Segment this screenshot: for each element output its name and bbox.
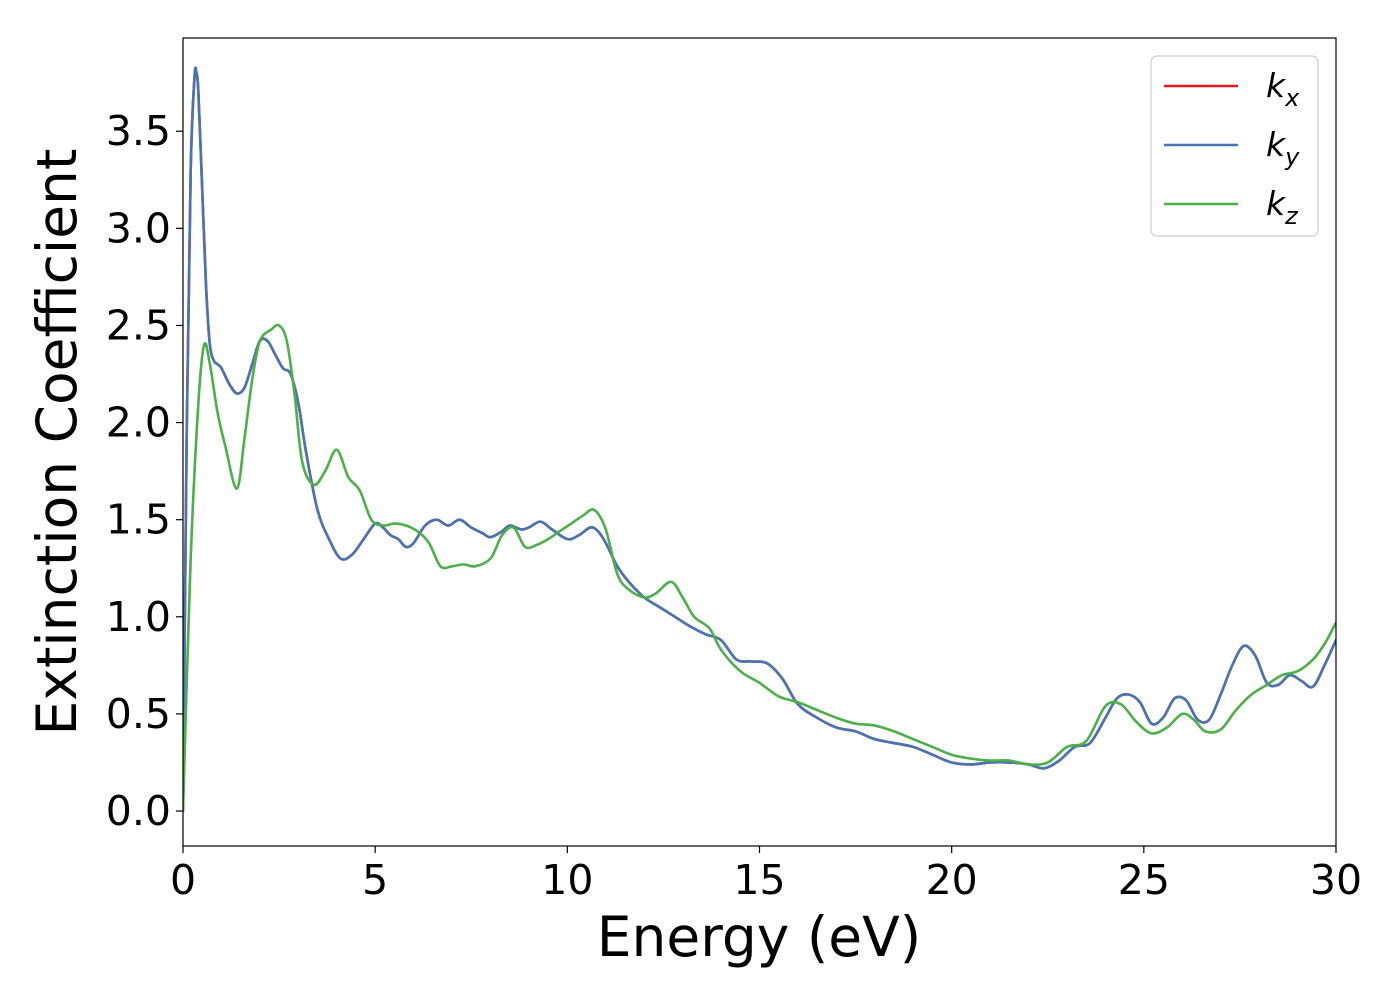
series-line-k-z — [183, 323, 1336, 813]
y-axis-title: Extinction Coefficient — [25, 149, 89, 736]
y-tick-label: 2.0 — [106, 399, 171, 447]
x-tick-label: 25 — [1118, 856, 1170, 904]
y-tick-label: 3.5 — [106, 107, 171, 155]
y-tick-label: 0.0 — [106, 787, 171, 835]
y-tick-label: 1.0 — [106, 593, 171, 641]
axes-layer: 0 5 10 15 20 25 30 0.0 0.5 1.0 1.5 2.0 2.5 3.0 3.5 — [106, 37, 1362, 904]
x-tick-label: 15 — [733, 856, 785, 904]
x-tick-label: 10 — [541, 856, 593, 904]
y-tick-label: 3.0 — [106, 204, 171, 252]
x-tick-label: 20 — [926, 856, 978, 904]
legend-label-k-z: kz — [1266, 184, 1299, 230]
series-line-k-y — [183, 66, 1336, 813]
x-axis-title: Energy (eV) — [597, 905, 921, 969]
x-tick-label: 5 — [362, 856, 388, 904]
y-tick-label: 1.5 — [106, 496, 171, 544]
legend: kx ky kz — [1150, 55, 1319, 237]
legend-label-k-y: ky — [1266, 125, 1300, 171]
legend-label-k-x: kx — [1266, 66, 1300, 112]
x-tick-label: 0 — [170, 856, 196, 904]
x-tick-label: 30 — [1310, 856, 1362, 904]
y-tick-label: 2.5 — [106, 301, 171, 349]
series-layer — [183, 66, 1336, 813]
y-tick-label: 0.5 — [106, 690, 171, 738]
